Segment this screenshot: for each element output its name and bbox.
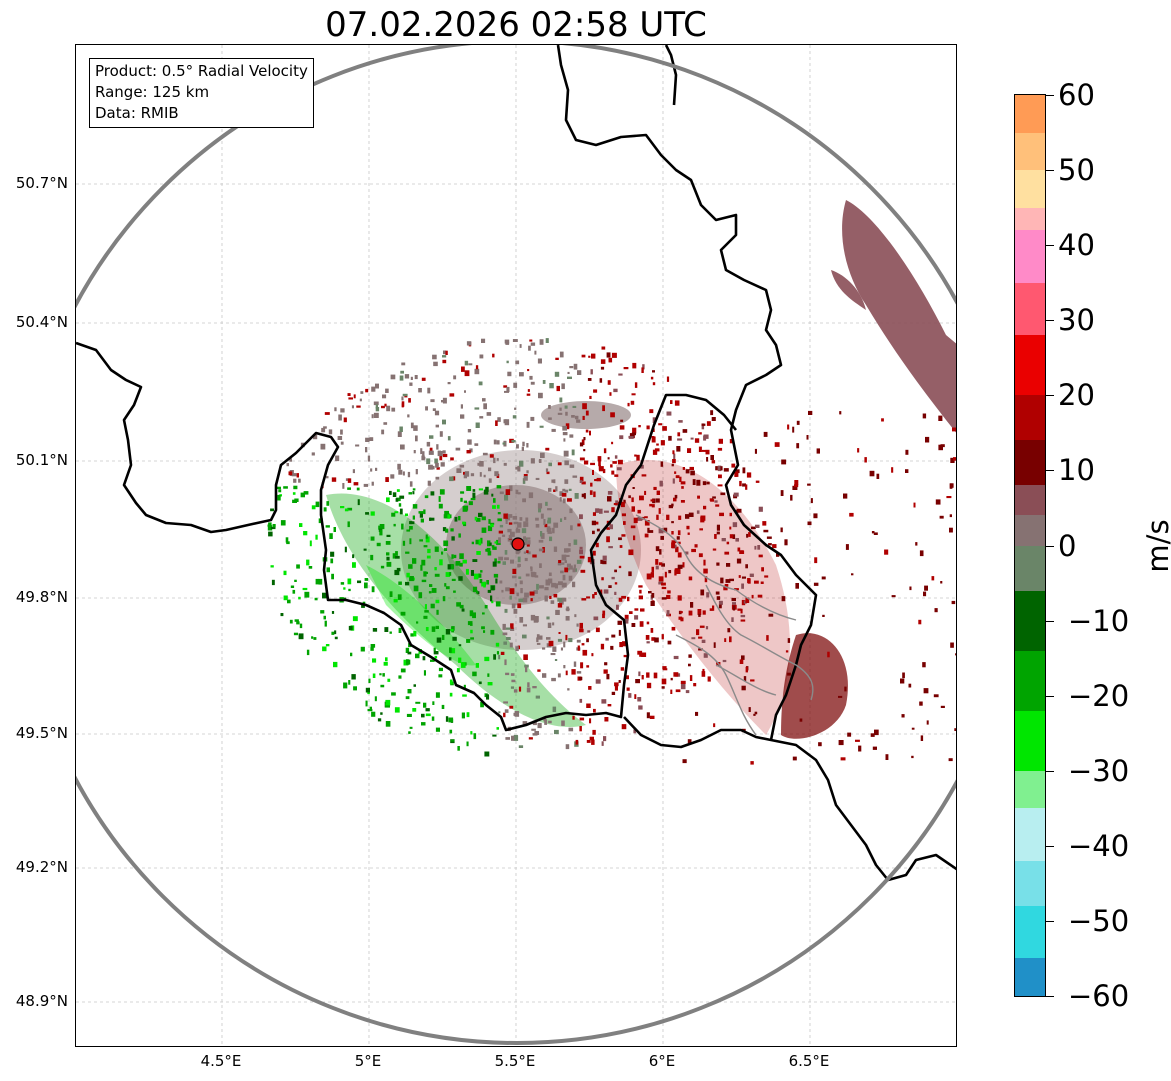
colorbar-tick xyxy=(1046,545,1054,547)
radar-site-marker xyxy=(511,537,525,551)
range-ring xyxy=(76,45,956,1045)
colorbar-tick-label: −60 xyxy=(1068,979,1130,1013)
lat-tick-label: 50.1°N xyxy=(15,451,68,469)
range-label: Range: 125 km xyxy=(95,83,210,101)
colorbar-tick xyxy=(1046,920,1054,922)
colorbar-tick xyxy=(1046,95,1054,96)
lon-tick-label: 5.5°E xyxy=(494,1052,536,1070)
colorbar-tick-label: 40 xyxy=(1058,228,1095,263)
colorbar-segment xyxy=(1015,282,1045,336)
colorbar-tick xyxy=(1046,170,1054,172)
colorbar-tick xyxy=(1046,695,1054,697)
colorbar-segment xyxy=(1015,515,1045,546)
colorbar-segment xyxy=(1015,958,1045,997)
colorbar-tick xyxy=(1046,470,1054,472)
colorbar-segment xyxy=(1015,207,1045,231)
colorbar-segment xyxy=(1015,335,1045,396)
colorbar-tick-label: −30 xyxy=(1068,753,1130,788)
lon-tick-label: 6°E xyxy=(648,1052,676,1070)
velocity-echoes xyxy=(326,200,956,739)
colorbar-tick xyxy=(1046,395,1054,397)
colorbar-unit-label: m/s xyxy=(1141,519,1171,573)
colorbar-segment xyxy=(1015,710,1045,772)
colorbar-tick xyxy=(1046,845,1054,847)
lat-tick-label: 50.7°N xyxy=(15,174,68,192)
data-source-label: Data: RMIB xyxy=(95,104,179,122)
country-borders xyxy=(76,45,956,882)
colorbar-tick xyxy=(1046,320,1054,322)
colorbar-segment xyxy=(1015,485,1045,516)
colorbar-tick-label: 20 xyxy=(1058,378,1095,413)
colorbar-segment xyxy=(1015,770,1045,809)
velocity-colorbar xyxy=(1014,94,1046,997)
lat-tick-label: 49.2°N xyxy=(15,858,68,876)
colorbar-segment xyxy=(1015,905,1045,959)
speckle-layer xyxy=(267,338,956,765)
colorbar-tick-label: −40 xyxy=(1068,828,1130,863)
colorbar-tick-label: 10 xyxy=(1058,453,1095,488)
colorbar-tick-label: 60 xyxy=(1058,78,1095,112)
colorbar-tick xyxy=(1046,620,1054,622)
colorbar-tick xyxy=(1046,996,1054,997)
lat-tick-label: 49.8°N xyxy=(15,588,68,606)
admin-boundaries xyxy=(635,514,814,736)
lat-tick-label: 50.4°N xyxy=(15,313,68,331)
colorbar-segment xyxy=(1015,395,1045,441)
lat-tick-label: 48.9°N xyxy=(15,992,68,1010)
radar-map[interactable]: Product: 0.5° Radial Velocity Range: 125… xyxy=(75,44,957,1047)
map-gridlines xyxy=(76,45,956,1046)
product-info-box: Product: 0.5° Radial Velocity Range: 125… xyxy=(89,58,314,128)
lon-tick-label: 4.5°E xyxy=(200,1052,242,1070)
colorbar-segment xyxy=(1015,170,1045,209)
colorbar-segment xyxy=(1015,230,1045,284)
colorbar-segment xyxy=(1015,650,1045,712)
product-label: Product: 0.5° Radial Velocity xyxy=(95,62,308,80)
colorbar-segment xyxy=(1015,95,1045,134)
lon-tick-label: 5°E xyxy=(354,1052,382,1070)
lon-tick-label: 6.5°E xyxy=(788,1052,830,1070)
colorbar-tick-label: 50 xyxy=(1058,153,1095,188)
colorbar-segment xyxy=(1015,132,1045,171)
colorbar-tick-label: −20 xyxy=(1068,678,1130,713)
colorbar-tick-label: 30 xyxy=(1058,303,1095,338)
colorbar-segment xyxy=(1015,590,1045,652)
colorbar-segment xyxy=(1015,440,1045,486)
map-title: 07.02.2026 02:58 UTC xyxy=(325,5,707,45)
colorbar-tick xyxy=(1046,245,1054,247)
lat-tick-label: 49.5°N xyxy=(15,724,68,742)
colorbar-tick-label: −50 xyxy=(1068,903,1130,938)
radar-map-canvas xyxy=(76,45,956,1046)
colorbar-tick-label: −10 xyxy=(1068,603,1130,638)
colorbar-segment xyxy=(1015,545,1045,592)
colorbar-tick-label: 0 xyxy=(1058,528,1077,563)
colorbar-tick xyxy=(1046,770,1054,772)
colorbar-segment xyxy=(1015,808,1045,862)
colorbar-segment xyxy=(1015,860,1045,907)
